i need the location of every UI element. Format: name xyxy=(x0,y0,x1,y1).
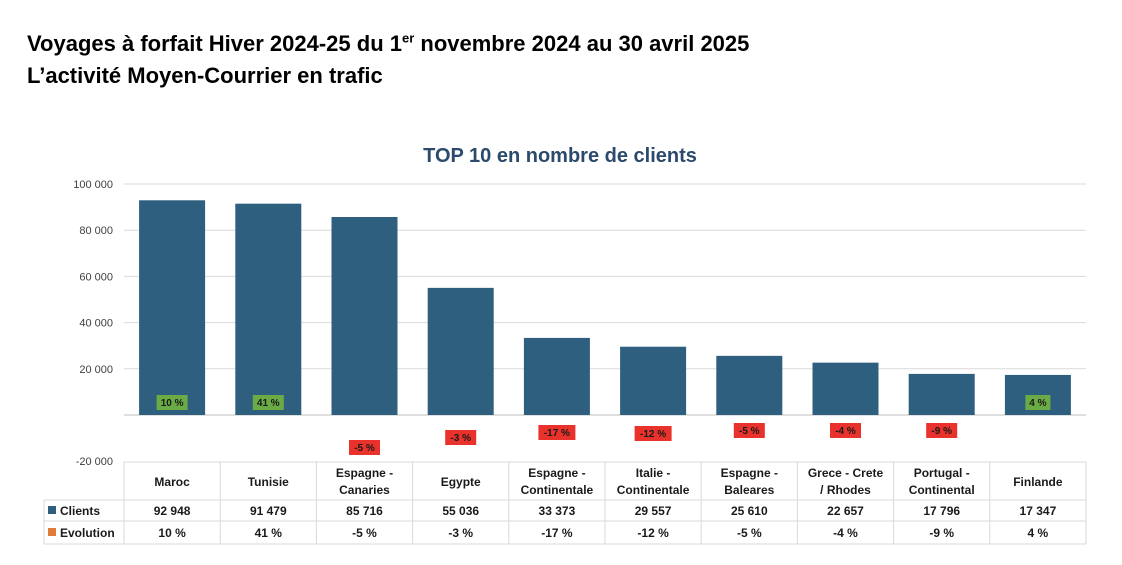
category-label: Egypte xyxy=(441,475,481,489)
evolution-value: 10 % xyxy=(158,526,186,540)
category-label: Continental xyxy=(909,483,975,497)
evolution-badge-label: -3 % xyxy=(450,433,471,444)
evolution-badge xyxy=(926,423,958,438)
category-label: Finlande xyxy=(1013,475,1063,489)
category-label: Tunisie xyxy=(248,475,289,489)
evolution-badge xyxy=(733,423,765,438)
evolution-value: -5 % xyxy=(737,526,762,540)
page-title-line-2: L’activité Moyen-Courrier en trafic xyxy=(27,63,383,88)
clients-value: 91 479 xyxy=(250,504,287,518)
evolution-badge-label: -12 % xyxy=(640,429,666,440)
clients-value: 55 036 xyxy=(442,504,479,518)
page-title-line-1: Voyages à forfait Hiver 2024-25 du 1er n… xyxy=(27,28,749,60)
evolution-badge-label: 10 % xyxy=(161,398,184,409)
evolution-badge xyxy=(538,425,576,440)
evolution-value: -4 % xyxy=(833,526,858,540)
category-label: Baleares xyxy=(724,483,774,497)
evolution-badge-label: -5 % xyxy=(739,426,760,437)
clients-value: 85 716 xyxy=(346,504,383,518)
y-tick-label: -20 000 xyxy=(76,456,113,468)
clients-value: 22 657 xyxy=(827,504,864,518)
bar-clients xyxy=(235,203,302,415)
evolution-badge-label: -5 % xyxy=(354,443,375,454)
bar-clients xyxy=(716,355,783,415)
evolution-badge xyxy=(1025,395,1051,410)
y-tick-label: 100 000 xyxy=(73,179,113,191)
bar-clients xyxy=(620,346,687,415)
bar-clients xyxy=(812,362,879,415)
clients-value: 29 557 xyxy=(635,504,672,518)
category-label: Italie - xyxy=(636,466,671,480)
legend-key-clients xyxy=(48,506,56,514)
legend-label-clients: Clients xyxy=(60,504,100,518)
clients-value: 25 610 xyxy=(731,504,768,518)
evolution-value: -5 % xyxy=(352,526,377,540)
category-label: Espagne - xyxy=(336,466,393,480)
clients-value: 33 373 xyxy=(539,504,576,518)
category-label: Maroc xyxy=(154,475,190,489)
category-label: / Rhodes xyxy=(820,483,871,497)
evolution-badge xyxy=(252,395,284,410)
evolution-badge-label: -4 % xyxy=(835,426,856,437)
clients-value: 92 948 xyxy=(154,504,191,518)
evolution-value: -17 % xyxy=(541,526,573,540)
evolution-badge xyxy=(156,395,188,410)
category-label: Espagne - xyxy=(721,466,778,480)
evolution-badge xyxy=(830,423,861,438)
evolution-badge-label: -17 % xyxy=(544,428,570,439)
y-tick-label: 80 000 xyxy=(79,225,113,237)
category-label: Continentale xyxy=(521,483,594,497)
evolution-badge-label: -9 % xyxy=(931,426,952,437)
category-label: Grece - Crete xyxy=(808,466,884,480)
bar-clients xyxy=(331,216,398,415)
evolution-badge xyxy=(634,426,672,441)
evolution-badge-label: 4 % xyxy=(1029,398,1046,409)
category-label: Espagne - xyxy=(528,466,585,480)
evolution-value: -12 % xyxy=(637,526,669,540)
category-label: Continentale xyxy=(617,483,690,497)
evolution-badge-label: 41 % xyxy=(257,398,280,409)
title-line1-pre: Voyages à forfait Hiver 2024-25 du 1 xyxy=(27,31,402,56)
page-header: Voyages à forfait Hiver 2024-25 du 1er n… xyxy=(27,28,749,92)
y-tick-label: 20 000 xyxy=(79,364,113,376)
clients-value: 17 796 xyxy=(923,504,960,518)
legend-label-evolution: Evolution xyxy=(60,526,115,540)
category-label: Portugal - xyxy=(914,466,970,480)
evolution-value: 41 % xyxy=(255,526,283,540)
evolution-badge xyxy=(445,430,477,445)
bar-clients xyxy=(139,200,206,415)
evolution-value: -9 % xyxy=(929,526,954,540)
bar-clients xyxy=(908,373,975,415)
evolution-value: -3 % xyxy=(448,526,473,540)
clients-value: 17 347 xyxy=(1020,504,1057,518)
y-tick-label: 60 000 xyxy=(79,271,113,283)
bar-clients xyxy=(523,337,590,415)
chart-title: TOP 10 en nombre de clients xyxy=(423,145,697,167)
category-label: Canaries xyxy=(339,483,390,497)
legend-key-evolution xyxy=(48,528,56,536)
y-tick-label: 40 000 xyxy=(79,318,113,330)
title-line1-post: novembre 2024 au 30 avril 2025 xyxy=(414,31,750,56)
bar-clients xyxy=(427,287,494,415)
title-line1-sup: er xyxy=(401,30,415,46)
evolution-badge xyxy=(349,440,380,455)
evolution-value: 4 % xyxy=(1028,526,1049,540)
